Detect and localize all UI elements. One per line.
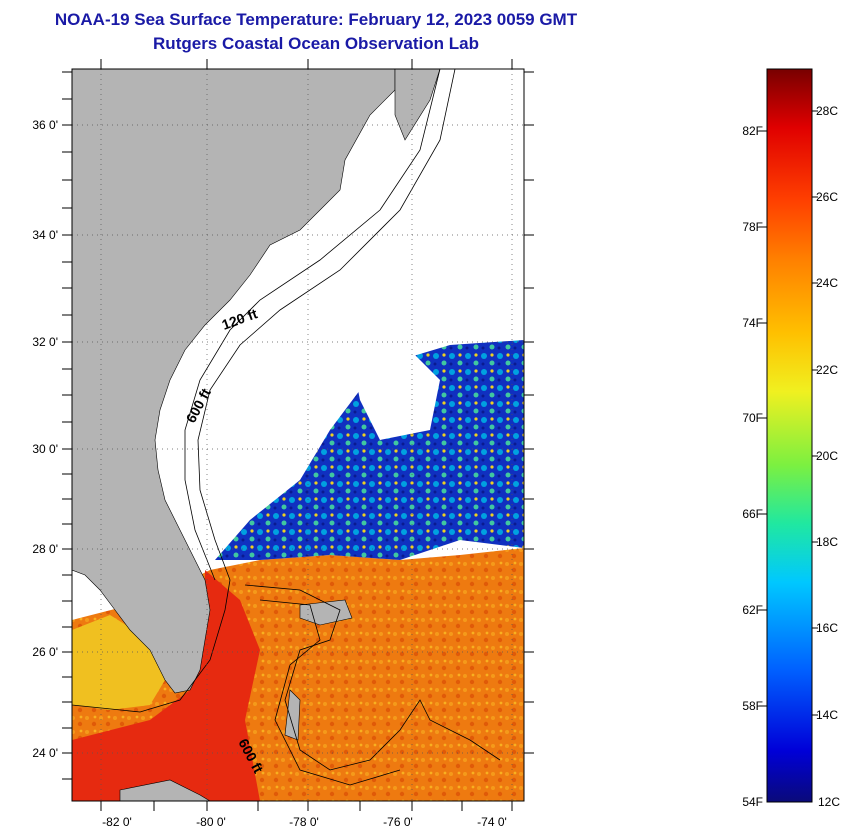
cuba-land (119, 779, 211, 801)
colorbar-c-label: 14C (816, 708, 838, 722)
map-title: NOAA-19 Sea Surface Temperature: Februar… (54, 10, 578, 29)
lon-label: -76 0' (383, 815, 413, 829)
lat-label: 32 0' (32, 335, 58, 349)
lat-label: 24 0' (32, 746, 58, 760)
longitude-labels: -82 0' -80 0' -78 0' -76 0' -74 0' (102, 815, 507, 829)
lat-label: 26 0' (32, 645, 58, 659)
lon-label: -74 0' (477, 815, 507, 829)
lat-label: 36 0' (32, 118, 58, 132)
lat-label: 28 0' (32, 542, 58, 556)
colorbar (766, 68, 813, 803)
colorbar-c-label: 20C (816, 449, 838, 463)
colorbar-f-label: 66F (742, 507, 763, 521)
contour-120ft (184, 69, 441, 581)
lon-label: -78 0' (289, 815, 319, 829)
colorbar-f-label: 74F (742, 316, 763, 330)
graticule (72, 69, 524, 801)
contour-600ft (197, 69, 456, 581)
colorbar-c-label: 24C (816, 276, 838, 290)
colorbar-f-label: 70F (742, 411, 763, 425)
contour-bahamas-inner (259, 599, 401, 786)
colorbar-c-label: 26C (816, 190, 838, 204)
colorbar-c-label: 16C (816, 621, 838, 635)
fahrenheit-labels: 82F 78F 74F 70F 66F 62F 58F 54F (742, 124, 763, 809)
colorbar-ticks (759, 110, 818, 716)
axis-ticks (62, 59, 534, 811)
land-outer-banks (394, 69, 441, 141)
land-mainland (72, 69, 396, 694)
bahamas-island (284, 689, 301, 741)
colorbar-c-label: 28C (816, 104, 838, 118)
colorbar-f-label: 82F (742, 124, 763, 138)
map-frame (71, 68, 525, 802)
colorbar-f-label: 54F (742, 795, 763, 809)
cold-water-region (215, 340, 524, 560)
contour-florida-straits (72, 579, 231, 713)
lon-label: -82 0' (102, 815, 132, 829)
celsius-labels: 28C 26C 24C 22C 20C 18C 16C 14C 12C (816, 104, 840, 809)
colorbar-f-label: 58F (742, 699, 763, 713)
colorbar-f-label: 78F (742, 220, 763, 234)
contour-bahamas (244, 584, 501, 771)
colorbar-c-label: 12C (818, 795, 840, 809)
colorbar-c-label: 22C (816, 363, 838, 377)
lon-label: -80 0' (196, 815, 226, 829)
colorbar-c-label: 18C (816, 535, 838, 549)
lat-label: 34 0' (32, 228, 58, 242)
lat-label: 30 0' (32, 442, 58, 456)
cloud-patch (350, 350, 440, 440)
map-subtitle: Rutgers Coastal Ocean Observation Lab (153, 34, 479, 53)
colorbar-f-label: 62F (742, 603, 763, 617)
latitude-labels: 36 0' 34 0' 32 0' 30 0' 28 0' 26 0' 24 0… (32, 118, 58, 760)
florida-current-region (72, 570, 260, 801)
